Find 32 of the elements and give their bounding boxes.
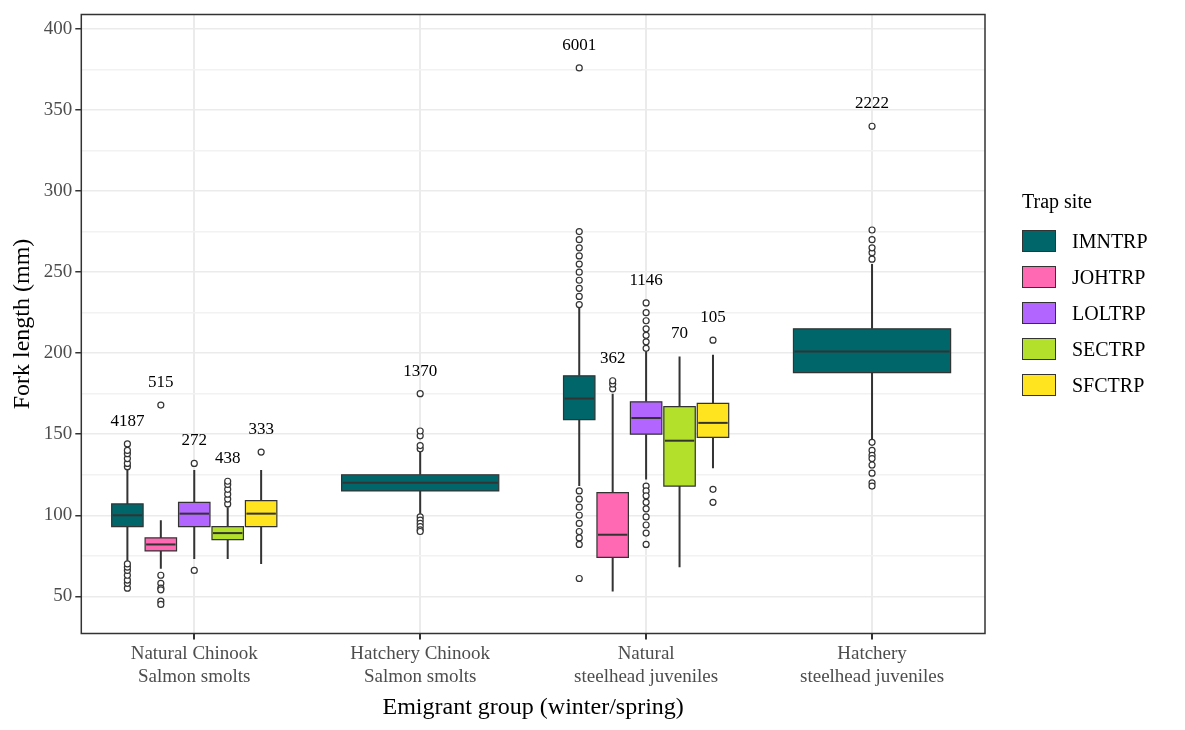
text: 70 (671, 323, 689, 343)
x-tick-label: Hatchery Chinook Salmon smolts (350, 641, 491, 686)
text: 6001 (562, 34, 597, 54)
x-tick-label: Natural Chinook Salmon smolts (130, 641, 259, 686)
y-tick-label: 350 (43, 98, 73, 120)
y-tick-label: 250 (43, 260, 73, 282)
text: 515 (148, 372, 174, 392)
y-tick-label: 400 (43, 16, 73, 38)
legend-label: LOLTRP (1072, 301, 1146, 325)
text: 362 (599, 347, 626, 367)
legend-label: JOHTRP (1072, 265, 1146, 289)
x-tick-label: Hatchery steelhead juveniles (800, 641, 945, 686)
y-tick-label: 100 (43, 503, 73, 525)
text: 1370 (403, 360, 438, 380)
text: 2222 (855, 93, 890, 113)
y-tick-label: 200 (43, 341, 73, 363)
y-tick-label: 50 (53, 584, 73, 606)
x-tick-label: Natural steelhead juveniles (574, 641, 719, 686)
text: 333 (248, 419, 274, 439)
x-axis-title: Emigrant group (winter/spring) (382, 692, 684, 719)
y-tick-label: 300 (43, 179, 73, 201)
text: 105 (700, 307, 726, 327)
text: 1146 (629, 269, 663, 289)
y-axis-title: Fork length (mm) (7, 238, 34, 410)
text: 272 (181, 430, 208, 450)
legend-label: SFCTRP (1072, 373, 1145, 397)
legend-label: SECTRP (1072, 337, 1146, 361)
legend-title: Trap site (1022, 190, 1093, 213)
text: 4187 (110, 410, 145, 430)
text: 438 (214, 448, 241, 468)
y-tick-label: 150 (43, 422, 73, 444)
legend-label: IMNTRP (1072, 229, 1148, 253)
